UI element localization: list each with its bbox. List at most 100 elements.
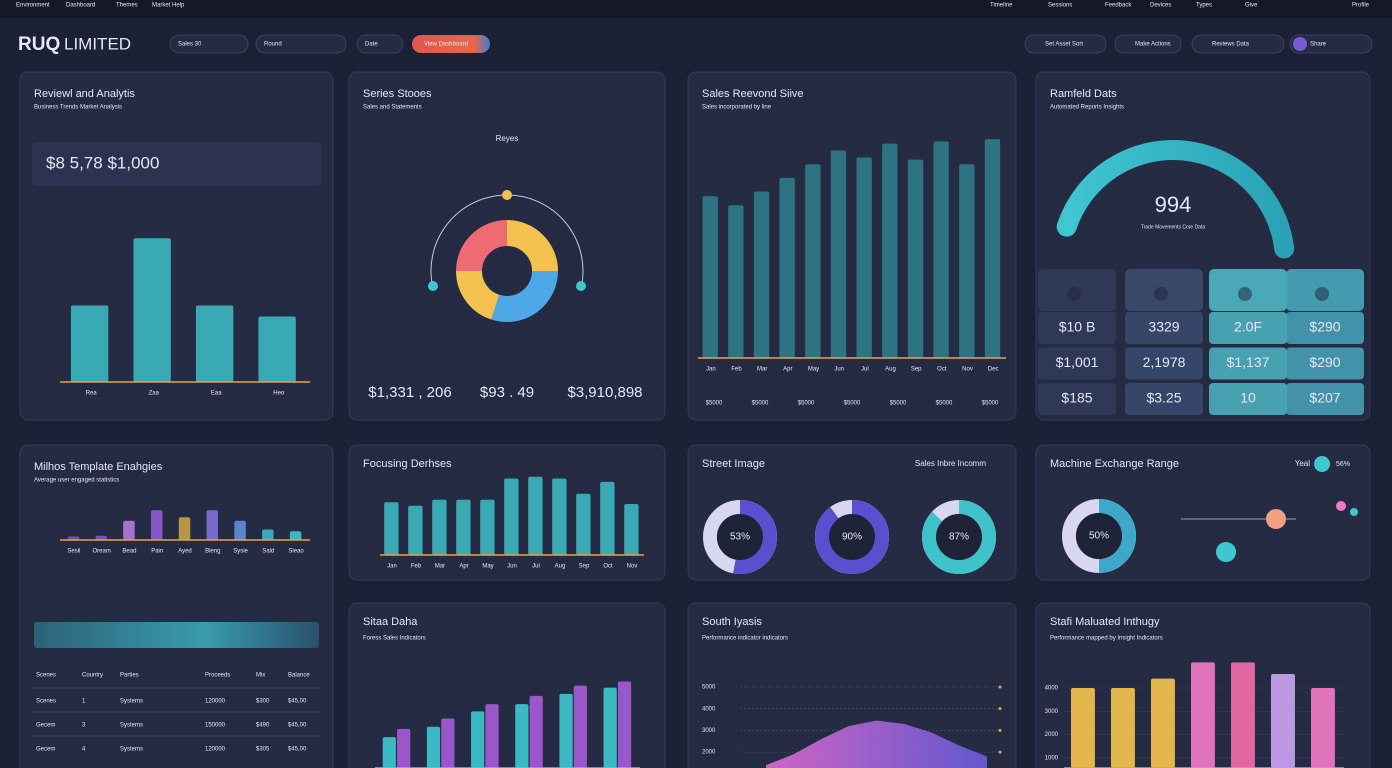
x-tick-label: Rea: [86, 391, 98, 397]
logo-mark: RUQ: [18, 34, 60, 55]
action-pill[interactable]: [1024, 34, 1107, 54]
bar: [779, 177, 795, 358]
footer-label: $5000: [798, 401, 815, 407]
bar: [805, 164, 821, 358]
gauge-arc: [1056, 140, 1295, 259]
ring-value: [922, 500, 996, 574]
decor-dot: [1336, 501, 1346, 511]
table-header: Country: [82, 673, 103, 679]
table-cell: 150000: [205, 723, 226, 729]
x-tick-label: Jun: [507, 564, 517, 570]
progress: [34, 622, 319, 648]
y-tick-label: 4000: [1045, 686, 1059, 692]
bar: [933, 141, 949, 358]
badge: [1314, 456, 1330, 472]
kpi-box: [32, 142, 321, 186]
menu-item: Dashboard: [66, 3, 95, 9]
tile-value: 2.0F: [1234, 319, 1262, 335]
tile-value: $3.25: [1146, 390, 1181, 406]
avatar: [1293, 37, 1307, 51]
bar: [882, 143, 898, 358]
y-tick-label: 3000: [702, 728, 716, 734]
bar: [1271, 674, 1295, 768]
table-cell: $45,00: [288, 723, 307, 729]
menu-item: Market Help: [152, 3, 185, 9]
table-header: Scenes: [36, 673, 56, 679]
button-label: View Dashboard: [424, 42, 468, 48]
tool-item: Devices: [1150, 3, 1171, 9]
bar: [195, 305, 234, 382]
bar: [856, 157, 872, 358]
tile-value: $1,001: [1056, 354, 1099, 370]
primary-button[interactable]: [412, 35, 490, 53]
tile-icon: [1067, 287, 1081, 301]
bar: [728, 205, 744, 358]
tool-item: Timeline: [990, 3, 1013, 9]
donut-label: Reyes: [496, 134, 519, 143]
panel-subtitle: Automated Reports Insights: [1050, 105, 1124, 111]
ring-value: [1098, 499, 1136, 573]
x-tick-label: Sald: [262, 549, 274, 555]
decor-dot: [502, 190, 512, 200]
tile-value: 3329: [1148, 319, 1179, 335]
panel-title: Ramfeld Dats: [1050, 88, 1117, 100]
tile: [1209, 383, 1287, 415]
slider-knob[interactable]: [1266, 509, 1286, 529]
x-tick-label: Oct: [603, 564, 613, 570]
ring-value: [815, 500, 889, 574]
x-tick-label: Pain: [151, 549, 163, 555]
tile: [1038, 347, 1116, 380]
table-cell: 120000: [205, 747, 226, 753]
slider-knob[interactable]: [1216, 542, 1236, 562]
table-cell: Systems: [120, 723, 143, 729]
filter-label: Sales 30: [178, 42, 202, 48]
tile-icon: [1315, 287, 1329, 301]
grid-dot: [998, 707, 1002, 711]
x-tick-label: Bleng: [205, 549, 220, 555]
table-cell: $45,00: [288, 699, 307, 705]
tool-item: Profile: [1352, 3, 1370, 9]
tile-value: $185: [1061, 390, 1092, 406]
bar: [480, 499, 495, 555]
y-tick-label: 2000: [702, 750, 716, 756]
x-tick-label: Jan: [706, 367, 716, 373]
grid-dot: [998, 685, 1002, 689]
menu-item: Environment: [16, 3, 50, 9]
x-tick-label: Sep: [579, 564, 590, 570]
x-tick-label: Aug: [555, 564, 566, 570]
action-pill[interactable]: [1114, 34, 1182, 54]
panel-extra: Yeal: [1295, 459, 1311, 468]
y-tick-label: 5000: [702, 685, 716, 691]
ring-value: [733, 500, 777, 574]
panel-title: Stafi Maluated Inthugy: [1050, 616, 1160, 628]
panel-subtitle: Sales incorporated by line: [702, 105, 772, 111]
footer-label: $5000: [844, 401, 861, 407]
bar: [529, 695, 543, 768]
ring-label: 53%: [730, 532, 750, 543]
action-pill[interactable]: [1289, 34, 1373, 54]
donut-segment: [456, 220, 508, 272]
tile-icon: [1238, 287, 1252, 301]
panel-title: Street Image: [702, 458, 765, 470]
tile-value: $10 B: [1059, 319, 1096, 335]
panel-title: Series Stooes: [363, 88, 432, 100]
bar: [1071, 687, 1095, 768]
filter-pill[interactable]: [356, 34, 404, 54]
table-cell: $490: [256, 723, 270, 729]
x-tick-label: Bead: [122, 549, 136, 555]
action-label: Make Actions: [1135, 42, 1171, 48]
action-pill[interactable]: [1191, 34, 1285, 54]
bar: [1111, 687, 1135, 768]
x-tick-label: Sysie: [233, 549, 248, 555]
x-tick-label: Sesil: [67, 549, 80, 555]
bar: [576, 493, 591, 555]
panel-subtitle: Business Trends Market Analysis: [34, 105, 122, 111]
panel-subtitle: Average user engaged statistics: [34, 478, 119, 484]
bar: [485, 704, 499, 768]
filter-pill[interactable]: [255, 34, 347, 54]
panel-title: Sales Reevond Siive: [702, 88, 804, 100]
tile: [1125, 383, 1203, 415]
tile: [1286, 383, 1364, 415]
filter-pill[interactable]: [169, 34, 249, 54]
bar: [907, 159, 924, 358]
